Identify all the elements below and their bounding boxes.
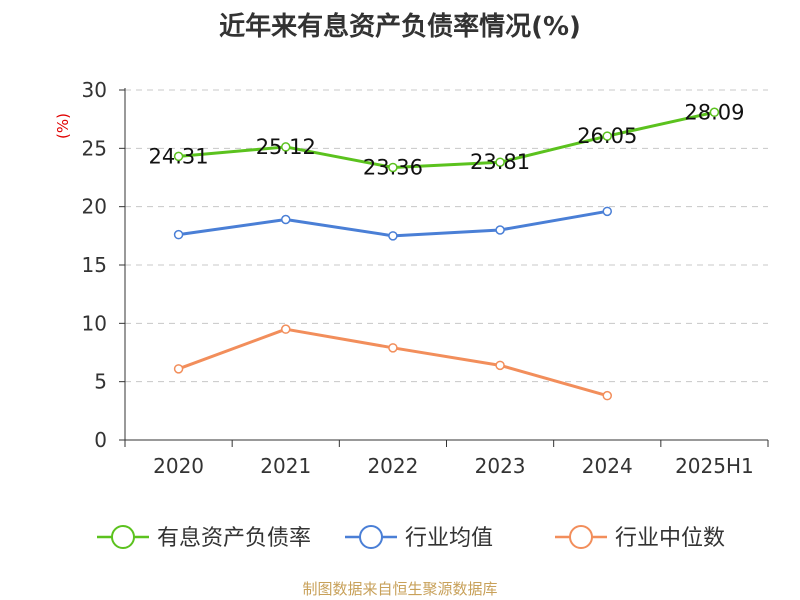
data-point <box>495 157 505 167</box>
x-tick-label: 2022 <box>367 454 418 478</box>
legend-marker <box>569 525 593 549</box>
data-point <box>495 225 505 235</box>
data-label: 25.12 <box>256 135 316 159</box>
data-point <box>602 131 612 141</box>
data-point <box>709 107 720 118</box>
x-tick-label: 2020 <box>153 454 204 478</box>
data-point <box>602 390 612 401</box>
y-tick-label: 15 <box>82 253 107 277</box>
y-tick-label: 30 <box>82 78 107 102</box>
source-note: 制图数据来自恒生聚源数据库 <box>302 580 498 598</box>
data-point <box>495 360 505 371</box>
chart-title: 近年来有息资产负债率情况(%) <box>219 12 581 42</box>
data-point <box>388 231 398 241</box>
y-tick-label: 5 <box>94 370 107 394</box>
x-tick-label: 2023 <box>475 454 526 478</box>
data-point <box>173 364 184 374</box>
legend-label: 行业均值 <box>405 526 493 551</box>
legend-label: 有息资产负债率 <box>157 526 311 551</box>
x-tick-label: 2021 <box>260 454 311 478</box>
legend-label: 行业中位数 <box>615 526 725 551</box>
data-point <box>173 229 184 240</box>
data-labels: 24.31 25.12 23.36 23.81 26.05 28.09 <box>149 100 745 179</box>
data-point <box>281 324 291 334</box>
data-point <box>281 142 291 152</box>
y-tick-label: 25 <box>82 136 107 160</box>
data-point <box>388 343 398 353</box>
grid-lines <box>125 89 768 383</box>
legend-marker <box>359 525 383 549</box>
axes: 0 5 10 15 20 25 30 2020 2021 2022 2023 2024 2025H1 (%… <box>54 78 769 478</box>
series-lines <box>173 107 720 401</box>
data-label: 23.81 <box>470 150 530 174</box>
y-tick-label: 20 <box>82 195 107 219</box>
data-point <box>281 214 291 225</box>
data-label: 24.31 <box>149 144 209 168</box>
y-axis-label: (%) <box>54 113 72 139</box>
legend-marker <box>111 525 135 549</box>
data-point <box>173 151 184 162</box>
data-point <box>388 162 398 173</box>
data-label: 23.36 <box>363 155 423 179</box>
legend: 有息资产负债率 行业均值 行业中位数 <box>97 525 725 551</box>
data-point <box>602 206 612 217</box>
y-tick-label: 10 <box>82 311 107 335</box>
data-label: 26.05 <box>577 124 637 148</box>
series-line <box>178 327 608 398</box>
series-line <box>178 110 715 169</box>
x-tick-label: 2024 <box>582 454 633 478</box>
data-label: 28.09 <box>684 100 744 124</box>
x-tick-label: 2025H1 <box>675 454 754 478</box>
y-tick-label: 0 <box>94 428 107 452</box>
